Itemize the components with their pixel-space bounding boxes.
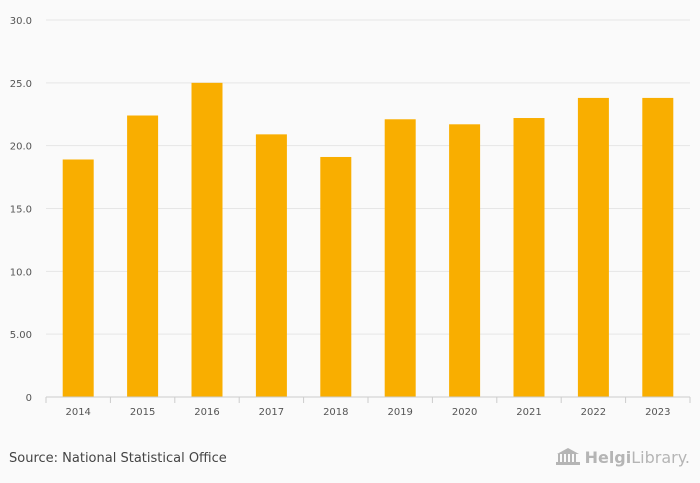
bar-2021: [513, 118, 545, 398]
bar-2015: [127, 115, 159, 398]
bar-2023: [642, 97, 674, 397]
bar-2022: [577, 97, 609, 397]
y-tick-label: 0: [26, 393, 32, 404]
x-tick-label: 2021: [516, 407, 541, 418]
x-tick-label: 2023: [645, 407, 670, 418]
y-tick-label: 25.0: [10, 79, 32, 90]
x-tick-label: 2022: [581, 407, 606, 418]
x-tick-label: 2014: [65, 407, 90, 418]
bar-2020: [449, 124, 481, 397]
x-tick-label: 2019: [387, 407, 412, 418]
bar-2018: [320, 156, 352, 397]
brand-name: HelgiLibrary.: [585, 448, 690, 467]
brand-name-part1: Helgi: [584, 447, 632, 467]
bar-2019: [384, 119, 416, 397]
y-tick-label: 20.0: [10, 142, 32, 153]
x-tick-label: 2016: [194, 407, 219, 418]
y-tick-label: 15.0: [10, 205, 32, 216]
bar-2017: [255, 134, 287, 397]
x-tick-label: 2015: [130, 407, 155, 418]
x-tick-label: 2020: [452, 407, 477, 418]
brand-name-part2: Library.: [631, 447, 690, 467]
y-tick-labels: 0 5.00 10.0 15.0 20.0 25.0 30.0: [10, 16, 32, 404]
bar-2016: [191, 82, 223, 397]
x-tick-label: 2017: [259, 407, 284, 418]
source-note: Source: National Statistical Office: [9, 451, 227, 466]
y-tick-label: 10.0: [10, 267, 32, 278]
bar-2014: [62, 159, 94, 397]
y-tick-label: 30.0: [10, 16, 32, 27]
x-tick-label: 2018: [323, 407, 348, 418]
axes: [45, 396, 691, 403]
library-building-icon: [555, 448, 580, 465]
helgi-library-logo: HelgiLibrary.: [555, 447, 690, 467]
y-tick-label: 5.00: [10, 330, 32, 341]
x-tick-labels: 2014 2015 2016 2017 2018 2019 2020 2021 2022 2023: [65, 407, 670, 418]
bars: [62, 82, 674, 398]
